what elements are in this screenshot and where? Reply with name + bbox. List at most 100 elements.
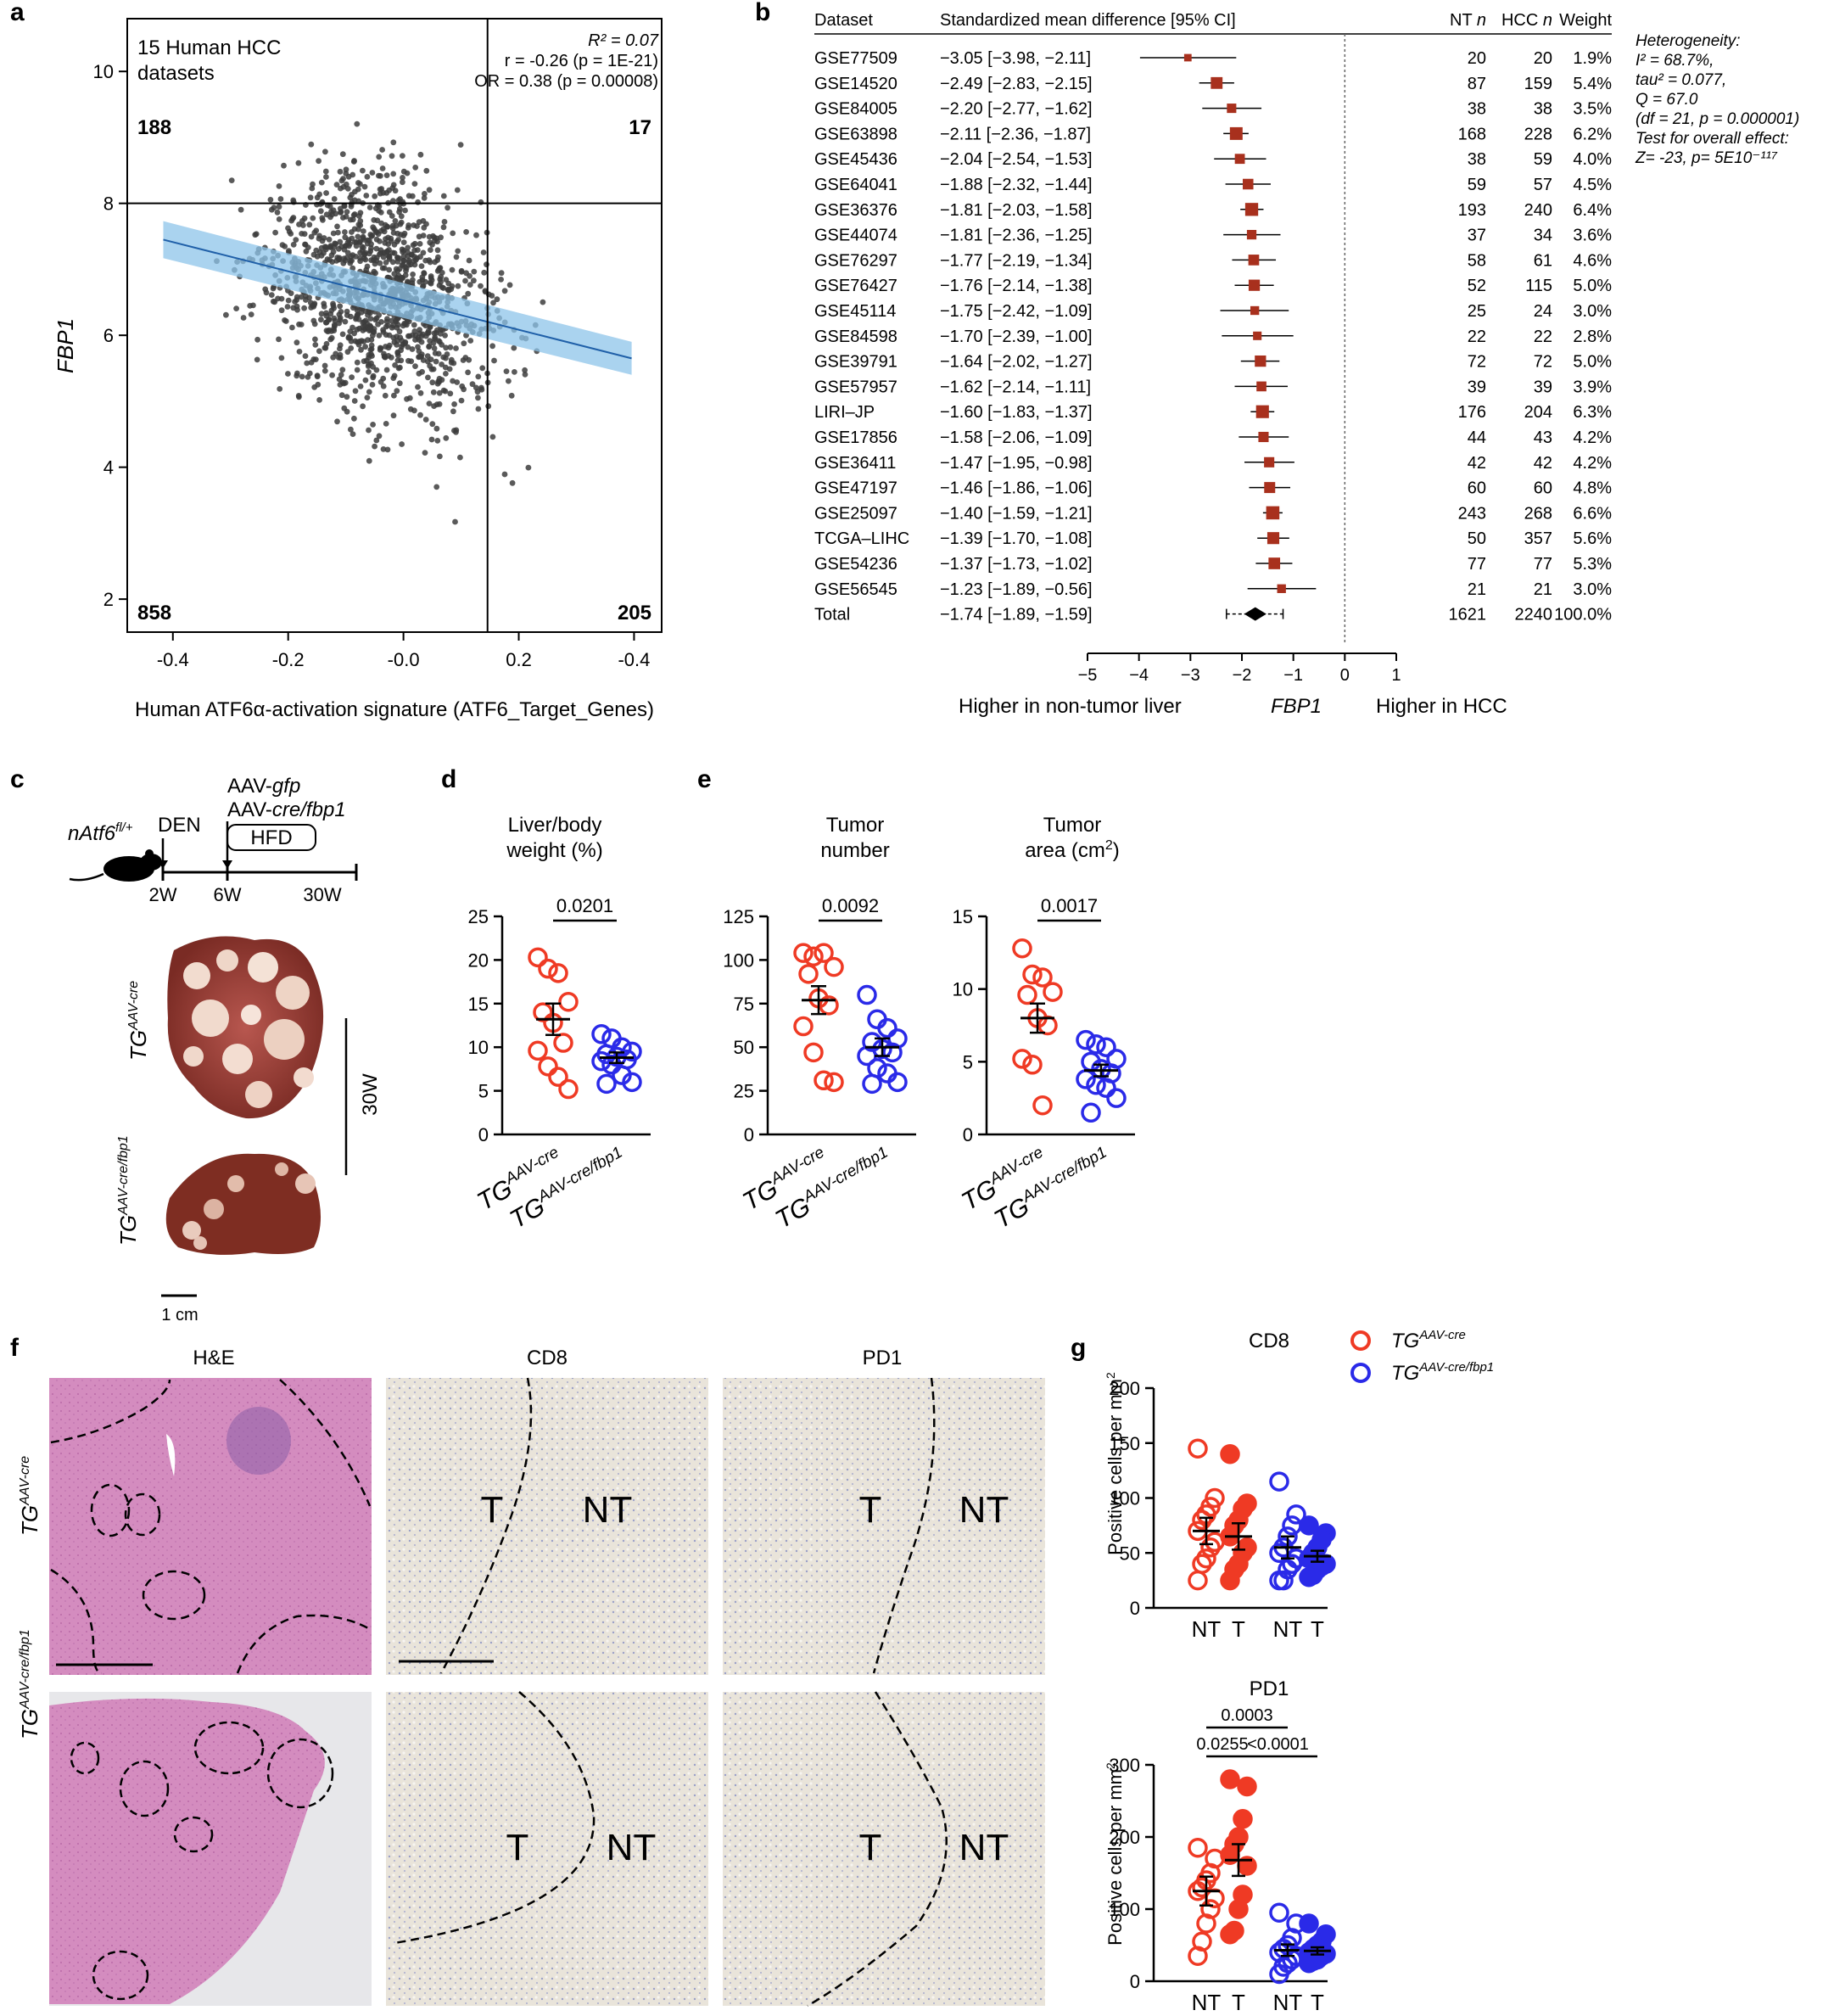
scatter-point [389,153,395,160]
scatter-point [475,395,481,401]
scatter-point [417,241,423,247]
scatter-point [457,142,464,148]
scatter-point [348,313,354,320]
scatter-point [339,367,346,373]
scatter-point [322,362,328,369]
forest-weight: 6.4% [1573,201,1612,220]
scatter-point [390,182,397,188]
data-point [793,1016,814,1037]
scatter-point [351,330,357,337]
forest-total-diamond [1244,607,1266,621]
scatter-point [443,371,449,377]
scatter-point [267,197,274,203]
scatter-point [351,239,358,245]
scatter-point [326,316,332,322]
forest-footer-left: Higher in non-tumor liver [959,695,1182,718]
scatter-point [329,372,335,378]
data-point [1081,1102,1101,1123]
scatter-point [420,232,427,238]
dot-y-tick-label: 15 [953,906,973,927]
forest-effect-square [1266,532,1280,545]
scatter-point [428,280,434,287]
timepoint-30w: 30W [303,884,341,905]
data-point [591,1024,612,1044]
data-point [1076,1029,1096,1050]
x-tick-label: -0.0 [388,649,420,670]
aav-gfp-label: AAV-gfp [227,775,300,798]
scatter-point [435,254,441,260]
quadrant-count-bottom-right: 205 [618,602,651,624]
y-tick-label: 2 [103,589,114,610]
data-point [887,1072,908,1093]
forest-ci: −1.70 [−2.39, −1.00] [940,328,1093,346]
scatter-point [438,234,444,241]
scatter-point [306,221,313,228]
scatter-point [254,336,260,343]
scatter-point [318,179,325,186]
scatter-point [338,177,345,184]
forest-effect-square [1248,279,1261,291]
forest-dataset: GSE44074 [814,227,897,245]
scatter-point [377,260,383,266]
stain-he: H&E [193,1347,234,1369]
scatter-point [460,357,467,363]
data-point [1012,1049,1032,1069]
panel-label-f: f [10,1334,20,1362]
forest-dataset: GSE36411 [814,454,896,473]
scatter-point [380,446,387,452]
scatter-point [410,277,416,283]
forest-weight: 3.5% [1573,100,1612,119]
scatter-point [272,229,278,236]
scatter-point [424,358,431,365]
forest-weight: 5.4% [1573,75,1612,93]
scatter-point [509,479,516,486]
forest-ci: −2.49 [−2.83, −2.15] [940,75,1093,93]
scatter-point [285,225,291,232]
scatter-point [285,371,291,377]
scatter-point [389,213,395,219]
forest-nt: 25 [1468,302,1486,321]
scatter-point [395,365,402,372]
scatter-point [419,274,426,281]
scatter-point [417,412,423,418]
forest-x-tick-label: −4 [1129,666,1149,685]
scatter-point [411,322,417,328]
data-point [1022,1055,1043,1075]
scatter-point [357,384,364,389]
dot-y-tick-label: 25 [468,906,489,927]
forest-dataset: GSE84598 [814,328,897,346]
forest-nt: 21 [1468,580,1486,599]
scatter-point [467,272,472,279]
scatter-point [386,342,393,349]
heterogeneity-line: Test for overall effect: [1636,130,1789,148]
p-value: 0.0255 [1196,1735,1248,1754]
scatter-point [369,232,376,238]
scatter-point [377,251,383,257]
dot-y-tick-label: 20 [468,949,489,971]
scatter-point [423,221,429,227]
data-point [596,1073,617,1095]
scatter-point [391,249,398,256]
group-label-2: TGAAV-cre/fbp1 [770,1144,897,1235]
forest-ci: −2.11 [−2.36, −1.87] [940,125,1091,143]
scatter-point [377,238,383,244]
scatter-point [307,194,314,201]
g-y-tick-label: 300 [1109,1755,1140,1776]
scatter-point [299,218,305,224]
scatter-point [458,397,465,404]
panel-e-number: Tumor number 0 25 50 75 100 125 0.0092 TGAAV-cr… [723,814,916,1235]
forest-weight: 3.0% [1573,302,1612,321]
dot-plot-e-number: 02550751001250.0092TGAAV-creTGAAV-cre/fb… [723,895,916,1235]
scatter-point [343,213,349,220]
scatter-point [270,285,277,292]
scatter-point [389,317,394,324]
forest-weight: 3.9% [1573,378,1612,396]
scatter-point [443,344,449,351]
forest-nt: 50 [1468,529,1486,548]
scatter-point [424,353,431,360]
scatter-point [281,162,287,169]
scatter-point [429,379,436,386]
forest-effect-square [1244,203,1259,216]
forest-effect-square [1248,255,1260,266]
scatter-point [390,412,397,419]
